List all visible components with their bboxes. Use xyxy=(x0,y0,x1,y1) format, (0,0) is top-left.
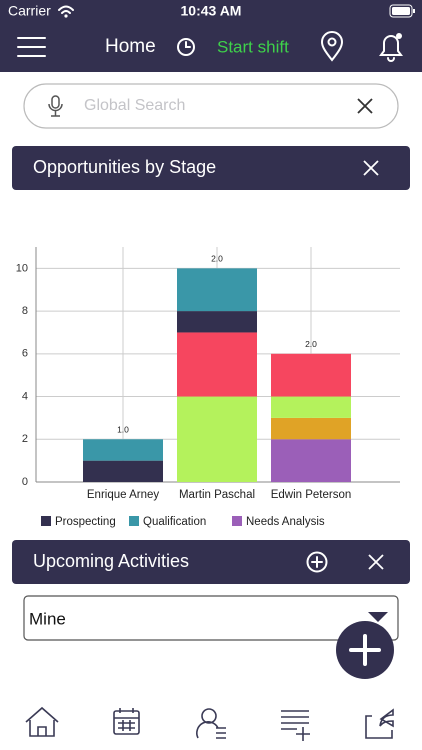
bar-segment xyxy=(177,311,257,333)
legend-swatch xyxy=(232,516,242,526)
value-label: 2.0 xyxy=(211,254,223,264)
search-placeholder: Global Search xyxy=(84,97,185,114)
wifi-dot xyxy=(64,14,68,18)
bar-segment xyxy=(271,396,351,418)
menu-button[interactable] xyxy=(17,37,46,57)
bar-segment xyxy=(177,332,257,397)
battery-level xyxy=(392,7,410,15)
location-icon[interactable] xyxy=(320,31,344,62)
legend-label: Qualification xyxy=(143,516,206,528)
carrier: Carrier xyxy=(8,3,51,19)
x-tick-label: Martin Paschal xyxy=(179,489,255,501)
chart-panel-header xyxy=(12,146,410,190)
value-label: 2.0 xyxy=(305,339,317,349)
y-tick-label: 4 xyxy=(22,390,28,402)
y-tick-label: 8 xyxy=(22,305,28,317)
wifi-icon xyxy=(58,5,74,14)
tab-bar xyxy=(0,700,422,750)
chart-panel-close[interactable] xyxy=(363,160,379,176)
bar-segment xyxy=(271,353,351,397)
bar-segment xyxy=(83,439,163,461)
clock-time: 10:43 AM xyxy=(181,3,242,19)
activities-title: Upcoming Activities xyxy=(33,551,189,571)
fab-plus xyxy=(349,634,381,666)
legend-label: Needs Analysis xyxy=(246,516,325,528)
start-shift[interactable]: Start shift xyxy=(217,37,289,56)
y-tick-label: 2 xyxy=(22,433,28,445)
bar-segment xyxy=(271,417,351,440)
clock-icon[interactable] xyxy=(177,38,195,56)
y-tick-label: 10 xyxy=(16,262,28,274)
legend-swatch xyxy=(41,516,51,526)
y-tick-label: 6 xyxy=(22,348,28,360)
nav-title: Home xyxy=(105,36,156,57)
bar-segment xyxy=(271,439,351,482)
search-box[interactable] xyxy=(23,83,399,129)
bar-segment xyxy=(83,460,163,482)
add-activity[interactable] xyxy=(306,551,328,573)
battery xyxy=(389,4,413,18)
x-tick-label: Edwin Peterson xyxy=(271,489,352,501)
stacked-bar-chart: 0 2 4 6 8 10 Enrique Arney Martin Paschal Edwin … xyxy=(16,247,400,528)
notification-icon[interactable] xyxy=(379,33,403,62)
y-tick-label: 0 xyxy=(22,476,28,488)
battery-tip xyxy=(413,9,415,13)
activities-close[interactable] xyxy=(368,554,384,570)
legend-label: Prospecting xyxy=(55,516,116,528)
filter-dropdown[interactable] xyxy=(23,595,399,641)
bar-segment xyxy=(177,268,257,312)
tab-contacts[interactable] xyxy=(196,708,226,739)
dropdown-arrow xyxy=(368,612,388,622)
tab-home[interactable] xyxy=(25,706,59,737)
filter-value: Mine xyxy=(29,609,66,628)
value-label: 1.0 xyxy=(117,425,129,435)
mic-icon[interactable] xyxy=(48,95,63,117)
tab-share[interactable] xyxy=(365,708,394,739)
tab-list[interactable] xyxy=(281,710,310,741)
legend-swatch xyxy=(129,516,139,526)
search-clear[interactable] xyxy=(357,98,373,114)
bar-segment xyxy=(177,396,257,482)
activities-header xyxy=(12,540,410,584)
chart-panel-title: Opportunities by Stage xyxy=(33,157,216,177)
x-tick-label: Enrique Arney xyxy=(87,489,159,501)
tab-calendar[interactable] xyxy=(113,708,140,735)
